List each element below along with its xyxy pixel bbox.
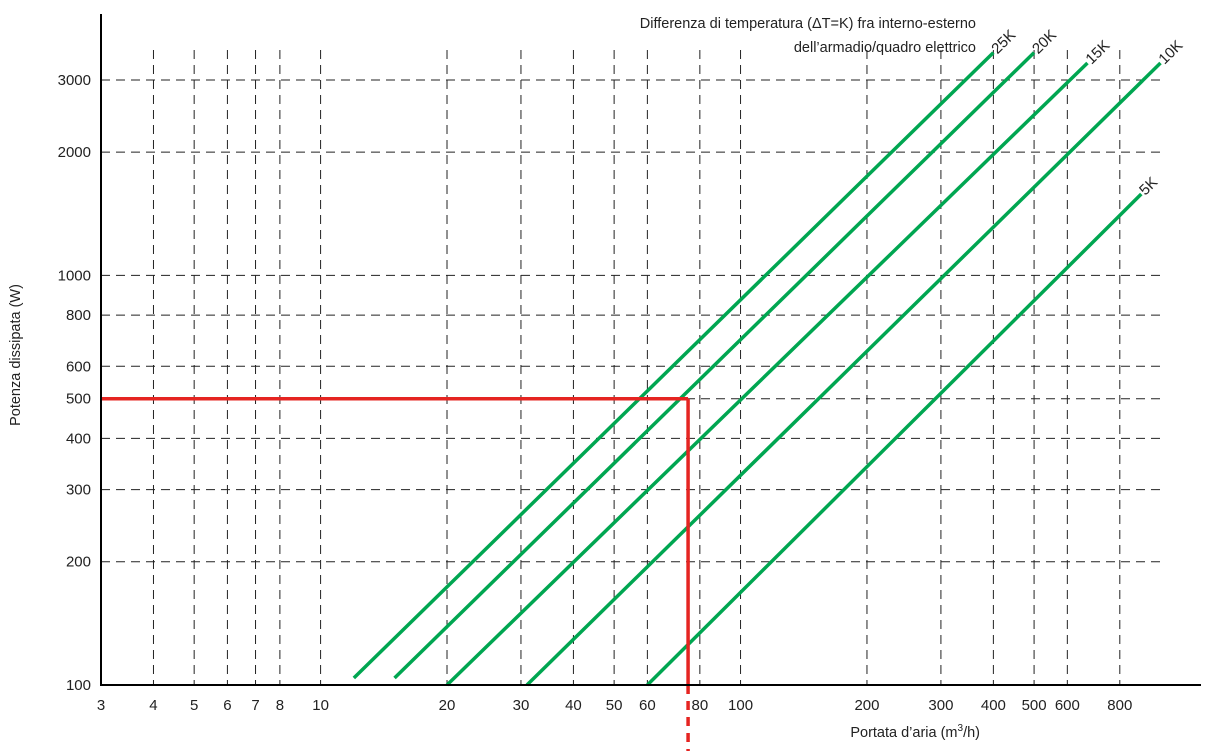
- x-tick-label-5: 5: [190, 697, 198, 714]
- series-line-25K: [352, 51, 995, 680]
- x-tick-label-300: 300: [928, 697, 953, 714]
- chart-text: Differenza di temperatura (ΔT=K) fra int…: [8, 16, 980, 741]
- x-tick-label-4: 4: [149, 697, 157, 714]
- x-tick-label-400: 400: [981, 697, 1006, 714]
- x-axis-label-end: /h): [963, 725, 980, 741]
- x-tick-label-50: 50: [606, 697, 623, 714]
- axes: [100, 14, 1201, 686]
- x-tick-label-500: 500: [1022, 697, 1047, 714]
- y-tick-label-300: 300: [66, 482, 91, 499]
- annotation-line-2: dell’armadio/quadro elettrico: [794, 40, 976, 56]
- series-line-5K: [646, 192, 1143, 687]
- x-tick-label-80: 80: [692, 697, 709, 714]
- x-tick-label-8: 8: [276, 697, 284, 714]
- series-line-15K: [445, 61, 1089, 687]
- series-line-20K: [393, 51, 1036, 680]
- y-tick-label-600: 600: [66, 358, 91, 375]
- x-tick-label-30: 30: [513, 697, 530, 714]
- x-tick-label-10: 10: [312, 697, 329, 714]
- y-tick-label-1000: 1000: [58, 267, 91, 284]
- x-tick-label-60: 60: [639, 697, 656, 714]
- x-tick-label-40: 40: [565, 697, 582, 714]
- tick-labels: 3 4 5 6 7 8 10 20 30 40 50 60 80 100 200 300 400 500 600 80…: [58, 72, 1133, 714]
- x-tick-label-3: 3: [97, 697, 105, 714]
- x-axis-label-main: Portata d’aria (m: [850, 725, 957, 741]
- y-tick-label-3000: 3000: [58, 72, 91, 89]
- y-tick-label-2000: 2000: [58, 144, 91, 161]
- x-tick-label-600: 600: [1055, 697, 1080, 714]
- x-axis-label: Portata d’aria (m3/h): [850, 723, 980, 741]
- annotation-line-1: Differenza di temperatura (ΔT=K) fra int…: [640, 16, 976, 32]
- x-axis-label-sup: 3: [958, 723, 964, 734]
- x-tick-label-800: 800: [1107, 697, 1132, 714]
- y-tick-label-400: 400: [66, 430, 91, 447]
- series-line-10K: [525, 61, 1162, 687]
- x-tick-label-200: 200: [854, 697, 879, 714]
- x-tick-label-100: 100: [728, 697, 753, 714]
- y-tick-label-800: 800: [66, 307, 91, 324]
- example-reading: [101, 396, 690, 751]
- y-axis-label: Potenza dissipata (W): [8, 284, 24, 426]
- y-tick-label-100: 100: [66, 677, 91, 694]
- x-tick-label-7: 7: [251, 697, 259, 714]
- x-tick-label-20: 20: [439, 697, 456, 714]
- x-tick-label-6: 6: [223, 697, 231, 714]
- y-tick-label-200: 200: [66, 554, 91, 571]
- y-tick-label-500: 500: [66, 391, 91, 408]
